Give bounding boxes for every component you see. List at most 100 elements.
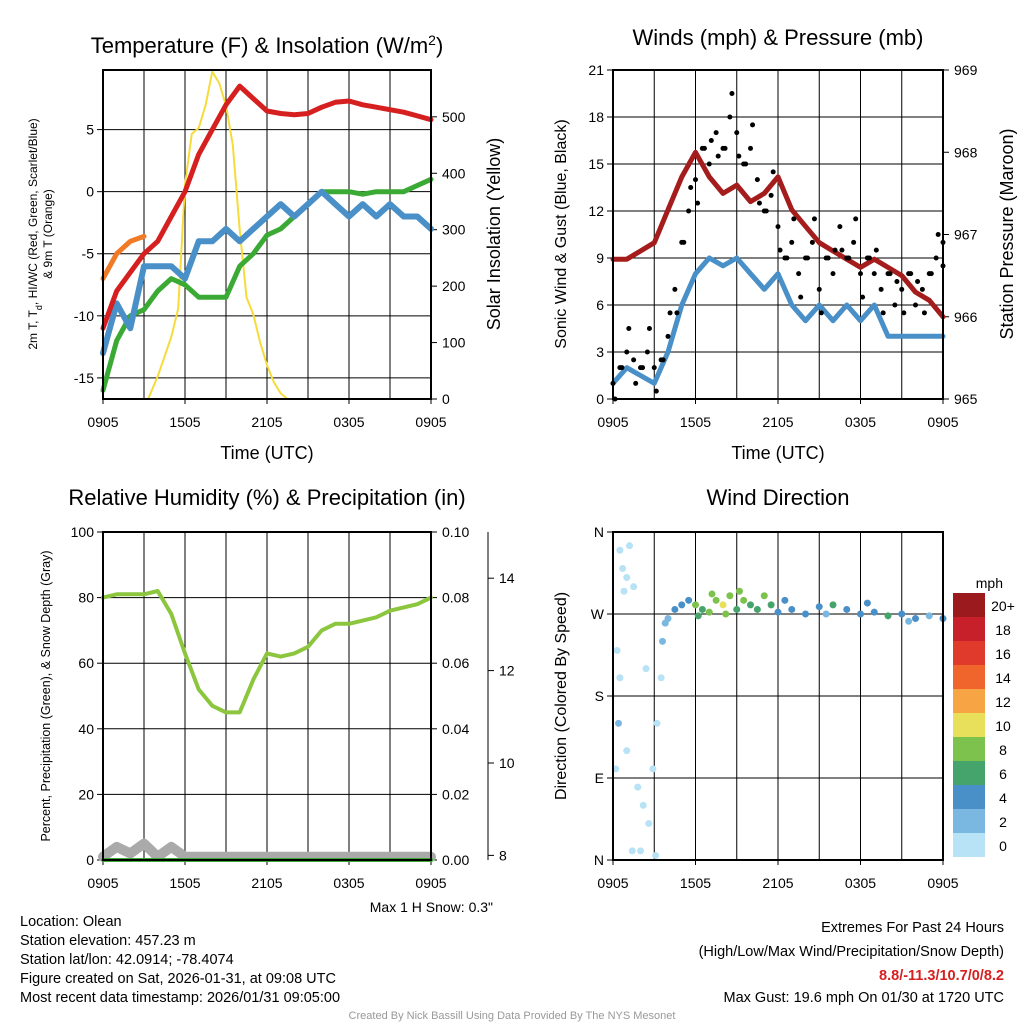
gust-point (640, 365, 646, 371)
gust-point (775, 224, 781, 230)
y-tick-label: S (595, 688, 604, 704)
y-tick-label: -5 (82, 246, 95, 262)
legend-label: 12 (995, 694, 1011, 710)
wind-direction-point (628, 847, 636, 855)
x-tick-label: 0905 (597, 414, 628, 430)
y-tick-label: 40 (78, 721, 94, 737)
wind-direction-point (637, 847, 644, 855)
wind-direction-point (649, 765, 657, 773)
legend-swatch (953, 737, 985, 761)
gust-point (811, 216, 817, 222)
y-tick-label: 20 (78, 786, 94, 802)
wind-direction-point (616, 674, 624, 682)
9m-temperature-line (100, 233, 147, 282)
y-tick-label: 0 (596, 391, 604, 407)
legend-label: 6 (999, 766, 1007, 782)
wind-direction-point (719, 601, 727, 609)
dir-chart-title: Wind Direction (706, 485, 849, 510)
gust-point (933, 255, 939, 261)
wind-direction-point (829, 601, 837, 609)
gust-point (919, 286, 925, 292)
wind-direction-point (712, 596, 720, 604)
y-tick-label: W (591, 606, 605, 622)
wind-direction-point (747, 601, 754, 609)
gust-point (818, 310, 824, 316)
y-tick-label-right: 0 (442, 391, 450, 407)
gust-point (756, 200, 762, 206)
max-snow-annotation: Max 1 H Snow: 0.3" (370, 899, 493, 915)
gust-point (866, 255, 872, 261)
y-tick-label: N (594, 524, 604, 540)
gust-point (770, 169, 776, 175)
gust-point (708, 138, 714, 143)
gust-point (892, 302, 898, 308)
legend-label: 4 (999, 790, 1007, 806)
y-tick-label-right: 0.10 (442, 524, 469, 540)
wind-direction-point (815, 603, 823, 611)
footer-elevation: Station elevation: 457.23 m (20, 933, 196, 949)
y-tick-label: 0 (86, 184, 94, 200)
legend-label: 0 (999, 838, 1007, 854)
gust-point (915, 279, 921, 284)
wind-direction-point (822, 610, 830, 618)
gust-point (624, 349, 630, 355)
gust-point (763, 208, 769, 214)
legend-swatch (953, 833, 985, 857)
y-tick-label: N (594, 852, 604, 868)
gust-point (665, 333, 671, 339)
gust-point (901, 310, 907, 316)
extremes-title: Extremes For Past 24 Hours (821, 920, 1004, 936)
gust-point (653, 388, 659, 394)
y-tick-label-right: 500 (442, 109, 466, 125)
wind-direction-point (657, 674, 665, 682)
wind-direction-point (685, 596, 693, 604)
wind-direction-point (615, 719, 622, 727)
max-gust: Max Gust: 19.6 mph On 01/30 at 1720 UTC (724, 990, 1004, 1006)
wind-xlabel: Time (UTC) (731, 443, 824, 463)
legend-swatch (953, 665, 985, 689)
pressure-line (610, 149, 946, 320)
wind-direction-point (619, 564, 627, 572)
dewpoint-line (100, 176, 434, 393)
wind-direction-point (678, 601, 686, 609)
gust-point (686, 208, 692, 214)
gust-point (768, 192, 774, 198)
rh-chart-title: Relative Humidity (%) & Precipitation (i… (68, 485, 465, 510)
x-tick-label: 1505 (680, 875, 711, 891)
gust-point (750, 122, 756, 128)
gust-point (830, 271, 836, 277)
plot-frame (612, 69, 944, 400)
credit: Created By Nick Bassill Using Data Provi… (349, 1010, 676, 1022)
wind-direction-point (708, 590, 716, 598)
gust-point (935, 232, 941, 237)
gust-point (796, 271, 802, 277)
wind-direction-point (802, 610, 809, 618)
x-tick-label: 1505 (169, 414, 200, 430)
gust-point (688, 185, 694, 190)
gust-point (853, 216, 859, 222)
legend-label: 18 (995, 622, 1011, 638)
x-tick-label: 2105 (762, 875, 793, 891)
y-tick-label: 9 (596, 250, 604, 266)
wind-direction-point (843, 605, 851, 613)
gust-point (644, 349, 650, 355)
y-tick-label-right: 300 (442, 222, 466, 238)
x-tick-label: 0905 (927, 875, 958, 891)
footer-created: Figure created on Sat, 2026-01-31, at 09… (20, 971, 336, 987)
y-tick-label-right: 0.00 (442, 852, 469, 868)
temp-ylabel-right: Solar Insolation (Yellow) (484, 138, 504, 330)
wind-direction-point (652, 851, 660, 859)
gust-point (846, 255, 852, 261)
snow-depth-line (98, 838, 436, 862)
x-tick-label: 0905 (415, 414, 446, 430)
y-tick-label: 18 (588, 109, 604, 125)
legend-label: 8 (999, 742, 1007, 758)
gust-point (748, 145, 753, 151)
gust-point (809, 239, 815, 245)
gust-point (736, 153, 742, 159)
x-tick-label: 0905 (415, 875, 446, 891)
wind-direction-point (698, 605, 706, 613)
y-tick-label-right: 12 (499, 663, 515, 679)
x-tick-label: 0905 (597, 875, 628, 891)
wind-direction-point (898, 610, 906, 618)
